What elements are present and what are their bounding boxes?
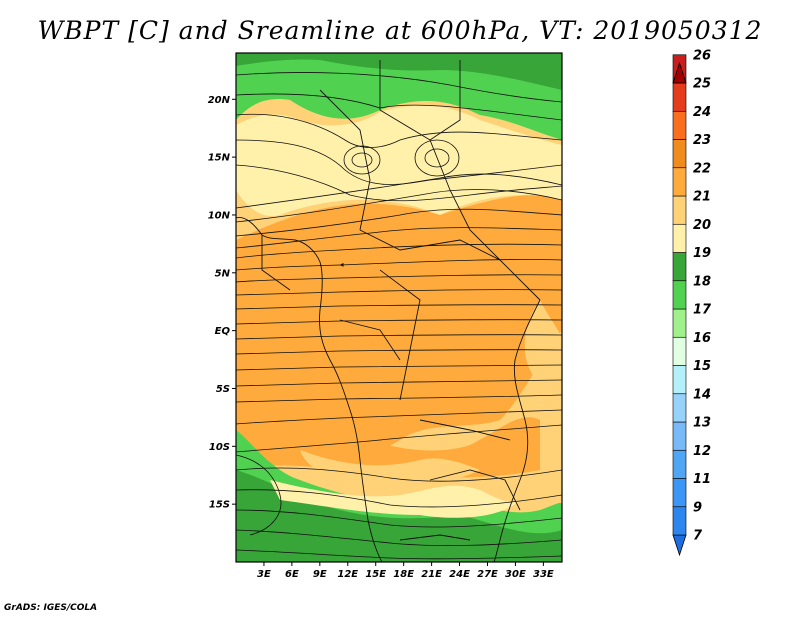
lon-tick-label: 21E bbox=[421, 569, 442, 580]
colorbar-segment bbox=[672, 110, 687, 140]
colorbar-label: 26 bbox=[693, 48, 711, 63]
lat-tick-label: 5S bbox=[216, 384, 230, 395]
colorbar: 7 9 11 12 13 14 15 16 17 18 19 20 21 22 23 24 25 26 bbox=[672, 48, 712, 557]
longitude-axis: 3E 6E 9E 12E 15E 18E 21E 24E 27E 30E 33E bbox=[257, 562, 554, 580]
colorbar-segment bbox=[672, 421, 687, 451]
colorbar-segment bbox=[672, 506, 687, 536]
map-frame bbox=[235, 52, 563, 563]
colorbar-label: 14 bbox=[693, 387, 711, 402]
colorbar-label: 22 bbox=[693, 161, 711, 176]
country-borders bbox=[236, 60, 541, 562]
lon-tick-label: 3E bbox=[257, 569, 271, 580]
lat-tick-label: 5N bbox=[215, 268, 231, 279]
colorbar-segment bbox=[672, 139, 687, 169]
colorbar-label: 13 bbox=[693, 416, 711, 431]
colorbar-segment bbox=[672, 280, 687, 310]
colorbar-segment bbox=[672, 449, 687, 479]
colorbar-label: 7 bbox=[693, 529, 703, 544]
lon-tick-label: 27E bbox=[477, 569, 498, 580]
lat-tick-label: 15N bbox=[208, 153, 231, 164]
lat-tick-label: EQ bbox=[215, 326, 231, 337]
lon-tick-label: 9E bbox=[313, 569, 327, 580]
colorbar-segment bbox=[672, 478, 687, 508]
lon-tick-label: 33E bbox=[533, 569, 554, 580]
colorbar-segment bbox=[672, 393, 687, 423]
wbpt-field bbox=[236, 53, 562, 562]
colorbar-label: 25 bbox=[693, 77, 711, 92]
lat-tick-label: 10S bbox=[209, 442, 230, 453]
lat-tick-label: 20N bbox=[208, 95, 231, 106]
colorbar-label: 15 bbox=[693, 359, 711, 374]
colorbar-label: 9 bbox=[693, 500, 702, 515]
lon-tick-label: 12E bbox=[337, 569, 358, 580]
lon-tick-label: 6E bbox=[285, 569, 299, 580]
lon-tick-label: 30E bbox=[505, 569, 526, 580]
colorbar-label: 19 bbox=[693, 246, 711, 261]
streamlines bbox=[236, 72, 562, 560]
colorbar-label: 11 bbox=[693, 472, 711, 487]
colorbar-segment bbox=[672, 365, 687, 395]
colorbar-label: 12 bbox=[693, 444, 711, 459]
colorbar-segment bbox=[672, 252, 687, 282]
colorbar-segment bbox=[672, 308, 687, 338]
colorbar-segment bbox=[672, 195, 687, 225]
map-title: WBPT [C] and Sreamline at 600hPa, VT: 20… bbox=[37, 16, 763, 45]
lat-tick-label: 10N bbox=[208, 210, 231, 221]
colorbar-label: 20 bbox=[693, 218, 711, 233]
latitude-axis: 20N 15N 10N 5N EQ 5S 10S 15S bbox=[208, 95, 236, 511]
lon-tick-label: 18E bbox=[393, 569, 414, 580]
colorbar-segment bbox=[672, 167, 687, 197]
colorbar-label: 23 bbox=[693, 133, 711, 148]
colorbar-segment bbox=[672, 336, 687, 366]
lon-tick-label: 24E bbox=[449, 569, 470, 580]
colorbar-label: 18 bbox=[693, 274, 711, 289]
colorbar-label: 24 bbox=[693, 105, 711, 120]
lat-tick-label: 15S bbox=[209, 500, 230, 511]
colorbar-label: 17 bbox=[693, 303, 712, 318]
colorbar-label: 16 bbox=[693, 331, 711, 346]
colorbar-segment bbox=[672, 223, 687, 253]
lon-tick-label: 15E bbox=[365, 569, 386, 580]
footer-credit: GrADS: IGES/COLA bbox=[4, 603, 98, 613]
colorbar-label: 21 bbox=[693, 190, 711, 205]
colorbar-min-arrow bbox=[672, 534, 687, 557]
colorbar-segment bbox=[672, 82, 687, 112]
colorbar-max-arrow bbox=[672, 61, 687, 84]
